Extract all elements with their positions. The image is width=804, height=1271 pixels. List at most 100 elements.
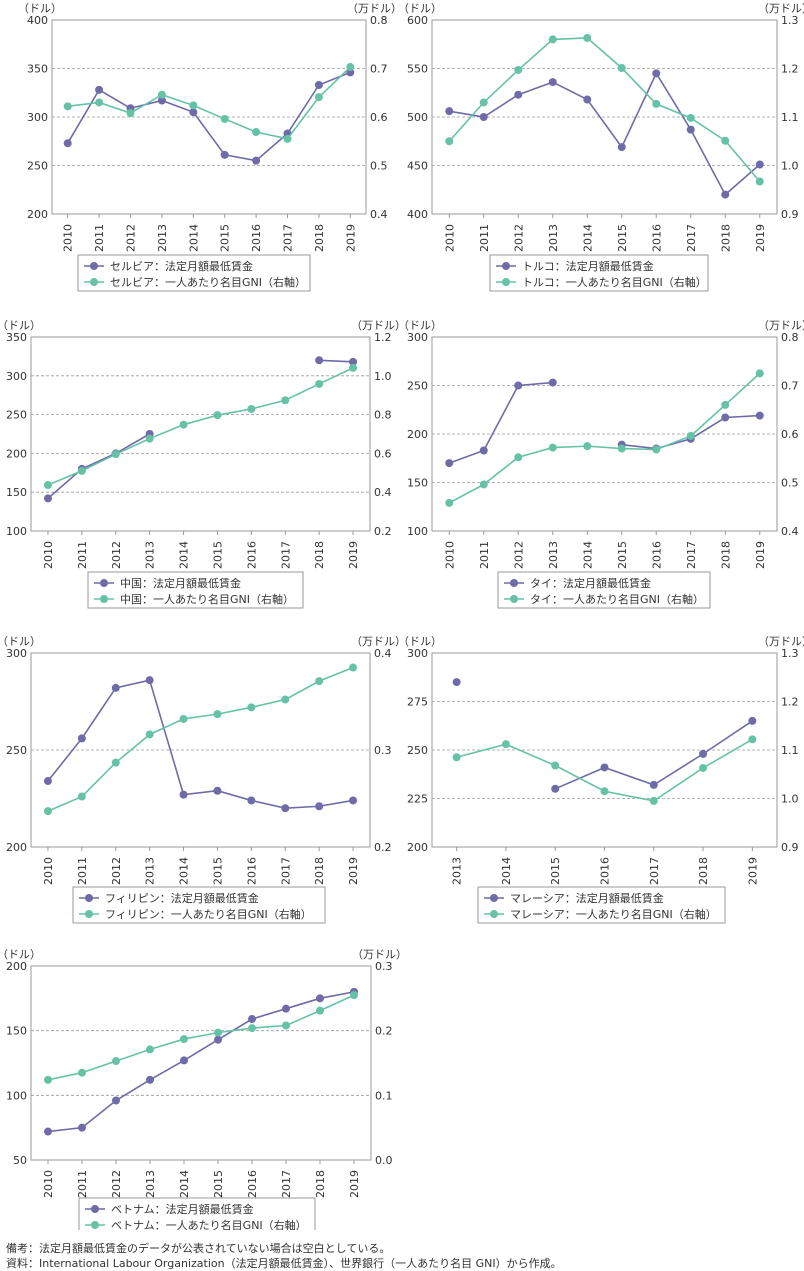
x-tick-label: 2019 xyxy=(347,541,360,569)
x-tick-label: 2012 xyxy=(110,1170,123,1198)
right-tick-label: 0.4 xyxy=(781,525,799,538)
gni-series xyxy=(44,991,358,1084)
data-point xyxy=(78,1068,86,1077)
legend-box xyxy=(77,254,311,292)
data-point xyxy=(755,177,764,186)
x-tick-label: 2013 xyxy=(156,224,169,252)
data-point xyxy=(213,786,222,795)
x-tick-label: 2010 xyxy=(443,224,456,252)
legend-gni-marker xyxy=(490,910,498,918)
x-tick-label: 2017 xyxy=(279,541,292,569)
data-point xyxy=(77,466,86,475)
legend-wage-label: トルコ：法定月額最低賃金 xyxy=(522,259,654,273)
series-line xyxy=(47,994,355,1081)
left-tick-label: 150 xyxy=(6,1025,27,1038)
data-point xyxy=(445,137,454,146)
right-tick-label: 0.8 xyxy=(374,409,392,422)
x-tick-label: 2010 xyxy=(62,224,75,252)
x-tick-label: 2014 xyxy=(178,1170,191,1198)
legend-wage-marker xyxy=(100,579,108,587)
x-tick-label: 2014 xyxy=(187,224,200,252)
x-tick-label: 2019 xyxy=(344,224,357,252)
series-line xyxy=(47,433,151,500)
data-point xyxy=(350,991,358,1000)
remark-note: 備考：法定月額最低賃金のデータが公表されていない場合は空白としている。 xyxy=(6,1242,391,1255)
data-point xyxy=(649,780,658,789)
plot-frame xyxy=(431,336,778,532)
right-tick-label: 0.5 xyxy=(781,477,799,490)
x-tick-label: 2019 xyxy=(746,857,759,885)
x-tick-label: 2013 xyxy=(144,541,157,569)
data-point xyxy=(179,790,188,799)
data-point xyxy=(452,753,461,762)
left-tick-label: 100 xyxy=(6,525,27,538)
data-point xyxy=(43,481,52,490)
data-point xyxy=(314,93,323,102)
data-point xyxy=(514,65,523,74)
series-line xyxy=(47,367,354,486)
series-line xyxy=(448,37,761,183)
series-line xyxy=(67,66,351,140)
data-point xyxy=(617,64,626,73)
legend-wage-marker xyxy=(490,894,498,902)
data-point xyxy=(314,80,323,89)
data-point xyxy=(548,78,557,87)
x-tick-label: 2018 xyxy=(719,541,732,569)
data-point xyxy=(179,420,188,429)
legend-box xyxy=(78,1197,316,1230)
right-tick-label: 0.3 xyxy=(374,744,392,757)
data-point xyxy=(213,710,222,719)
chart-turkey: （ドル） （万ドル） 400 450 500 550 600 0.9 1.0 1.1 1.2 1.3 2… xyxy=(398,2,804,292)
data-point xyxy=(283,134,292,143)
gni-series xyxy=(445,369,764,507)
x-tick-label: 2015 xyxy=(219,224,232,252)
left-tick-label: 250 xyxy=(6,409,27,422)
data-point xyxy=(44,1075,52,1084)
data-point xyxy=(43,494,52,503)
data-point xyxy=(282,1021,290,1030)
x-tick-label: 2013 xyxy=(144,857,157,885)
legend-box xyxy=(497,571,711,609)
data-point xyxy=(479,446,488,455)
x-tick-label: 2017 xyxy=(282,224,295,252)
legend-gni-label: セルビア：一人あたり名目GNI（右軸） xyxy=(110,275,306,289)
data-point xyxy=(189,101,198,110)
legend-box xyxy=(72,886,326,924)
data-point xyxy=(617,143,626,152)
data-point xyxy=(112,1096,120,1105)
data-point xyxy=(315,379,324,388)
gni-series xyxy=(452,735,757,805)
series-line xyxy=(47,991,355,1133)
x-tick-label: 2011 xyxy=(93,224,106,252)
data-point xyxy=(652,445,661,454)
data-point xyxy=(43,807,52,816)
series-line xyxy=(67,71,351,162)
x-tick-label: 2015 xyxy=(211,541,224,569)
right-tick-label: 1.0 xyxy=(781,793,799,806)
x-tick-label: 2012 xyxy=(125,224,138,252)
x-tick-label: 2012 xyxy=(512,224,525,252)
plot-frame xyxy=(431,19,778,215)
x-tick-label: 2012 xyxy=(110,857,123,885)
series-line xyxy=(448,381,553,464)
chart-malaysia: （ドル） （万ドル） 200 225 250 275 300 0.9 1.0 1.1 1.2 1.3 2… xyxy=(398,635,804,924)
right-tick-label: 1.3 xyxy=(781,14,799,27)
right-tick-label: 0.9 xyxy=(781,841,799,854)
data-point xyxy=(551,784,560,793)
data-point xyxy=(247,404,256,413)
x-tick-label: 2015 xyxy=(211,857,224,885)
right-tick-label: 0.2 xyxy=(374,841,392,854)
data-point xyxy=(514,90,523,99)
right-tick-label: 0.8 xyxy=(781,331,799,344)
right-tick-label: 0.6 xyxy=(374,447,392,460)
data-point xyxy=(514,381,523,390)
data-point xyxy=(551,761,560,770)
x-tick-label: 2013 xyxy=(451,857,464,885)
right-tick-label: 1.1 xyxy=(781,111,799,124)
data-point xyxy=(479,480,488,489)
left-tick-label: 200 xyxy=(6,447,27,460)
data-point xyxy=(349,796,358,805)
data-point xyxy=(252,128,261,137)
legend-gni-marker xyxy=(91,1221,99,1229)
right-unit-label: （万ドル） xyxy=(351,635,406,648)
